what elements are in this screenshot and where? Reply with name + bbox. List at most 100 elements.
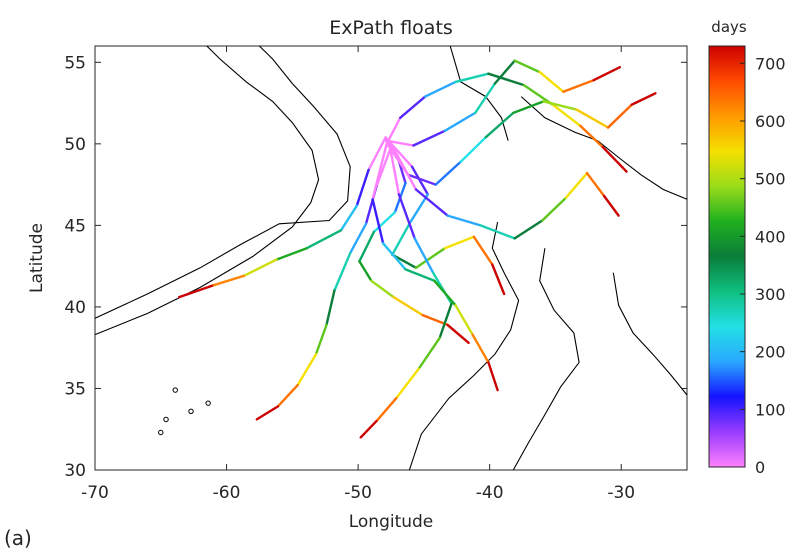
x-axis-label: Longitude	[349, 512, 434, 532]
trajectory-segment	[513, 59, 541, 74]
coastline	[94, 45, 688, 471]
y-tick-label: 40	[64, 298, 86, 318]
seamount-contour	[188, 408, 194, 414]
trajectory-segment	[585, 171, 606, 198]
colorbar-tick-label: 600	[755, 112, 786, 131]
plot-area	[94, 45, 688, 471]
y-tick-label: 55	[64, 53, 86, 73]
trajectory-segment	[395, 367, 420, 400]
trajectory-segment	[255, 405, 280, 421]
trajectory-segment	[446, 214, 482, 227]
trajectory-segment	[487, 72, 526, 87]
seamount-contour	[205, 400, 211, 406]
trajectory-segment	[370, 279, 395, 299]
trajectory-segment	[387, 137, 418, 191]
trajectory-segment	[371, 140, 389, 201]
colorbar-label: days	[711, 18, 747, 36]
trajectory-segment	[564, 171, 589, 199]
colorbar-gradient	[708, 45, 746, 468]
trajectory-segment	[454, 304, 474, 336]
trajectory-segment	[387, 116, 402, 142]
trajectory-segment	[375, 397, 398, 423]
trajectory-segment	[630, 92, 657, 106]
chart-title: ExPath floats	[329, 17, 453, 39]
coastline-contour	[408, 221, 520, 471]
trajectory-segment	[541, 196, 568, 222]
trajectory-segment	[404, 268, 436, 282]
trajectory-segment	[381, 242, 407, 271]
y-tick-label: 35	[64, 379, 86, 399]
trajectory-segment	[542, 100, 578, 111]
trajectory-segment	[493, 59, 516, 85]
y-tick-label: 50	[64, 135, 86, 155]
trajectory-segment	[375, 145, 393, 188]
x-tick-label: -40	[476, 483, 504, 503]
trajectory-segment	[359, 419, 378, 439]
trajectory-segment	[355, 168, 370, 208]
coastline-contour	[512, 248, 580, 471]
trajectory-segment	[575, 108, 610, 129]
trajectory-segment	[358, 230, 376, 263]
trajectory-segment	[358, 260, 373, 282]
trajectory-segment	[433, 279, 457, 307]
seamount-contour	[172, 387, 178, 393]
trajectory-segment	[421, 313, 449, 327]
trajectory-segment	[276, 384, 299, 408]
trajectory-segment	[601, 145, 628, 173]
trajectory-segment	[392, 295, 424, 317]
trajectory-segment	[443, 111, 477, 133]
trajectory-segment	[414, 188, 449, 217]
trajectory-segment	[474, 82, 497, 115]
coastline-contour	[94, 45, 351, 319]
x-axis-ticks: -70 -60 -50 -40 -30	[81, 46, 635, 503]
trajectory-segment	[406, 173, 437, 186]
trajectory-segment	[606, 103, 633, 129]
trajectory-segment	[333, 251, 352, 292]
trajectory-segment	[371, 198, 385, 245]
trajectory-segment	[339, 204, 358, 232]
panel-label: (a)	[4, 526, 32, 550]
trajectory-segment	[296, 353, 318, 387]
y-tick-label: 45	[64, 216, 86, 236]
colorbar: 0 100 200 300 400 500 600 700	[708, 45, 786, 477]
x-tick-label: -60	[213, 483, 241, 503]
colorbar-tick-label: 0	[755, 458, 765, 477]
x-tick-label: -50	[344, 483, 372, 503]
colorbar-tick-label: 300	[755, 285, 786, 304]
trajectory-segment	[325, 289, 336, 327]
trajectory-segment	[551, 103, 582, 128]
y-axis-label: Latitude	[27, 223, 47, 293]
colorbar-tick-label: 500	[755, 170, 786, 189]
colorbar-tick-label: 400	[755, 227, 786, 246]
trajectory-segment	[479, 224, 516, 240]
trajectory-segment	[438, 302, 453, 340]
trajectory-segment	[446, 323, 470, 344]
trajectory-segment	[408, 193, 429, 226]
trajectory-segment	[562, 78, 595, 93]
trajectory-segment	[412, 129, 447, 147]
trajectory-segment	[434, 160, 462, 186]
trajectory-segment	[459, 136, 487, 164]
trajectory-segment	[372, 211, 397, 234]
trajectory-segment	[177, 284, 214, 299]
trajectory-segment	[410, 165, 429, 196]
colorbar-tick-label: 100	[755, 400, 786, 419]
trajectory-segment	[454, 72, 490, 84]
trajectory-segment	[443, 235, 476, 250]
trajectory-segment	[242, 258, 278, 278]
trajectory-segment	[472, 235, 494, 266]
colorbar-tick-label: 700	[755, 54, 786, 73]
y-tick-label: 30	[64, 461, 86, 481]
trajectory-segment	[397, 193, 416, 240]
trajectory-segment	[513, 219, 544, 240]
trajectory-segment	[314, 323, 328, 356]
trajectory-segment	[512, 100, 545, 115]
trajectory-segment	[471, 333, 490, 364]
trajectory-segment	[579, 124, 604, 149]
trajectory-segment	[484, 111, 515, 139]
trajectory-segment	[275, 246, 308, 261]
trajectory-segment	[367, 136, 387, 172]
float-trajectories	[177, 59, 657, 439]
coastline-contour	[612, 272, 688, 396]
